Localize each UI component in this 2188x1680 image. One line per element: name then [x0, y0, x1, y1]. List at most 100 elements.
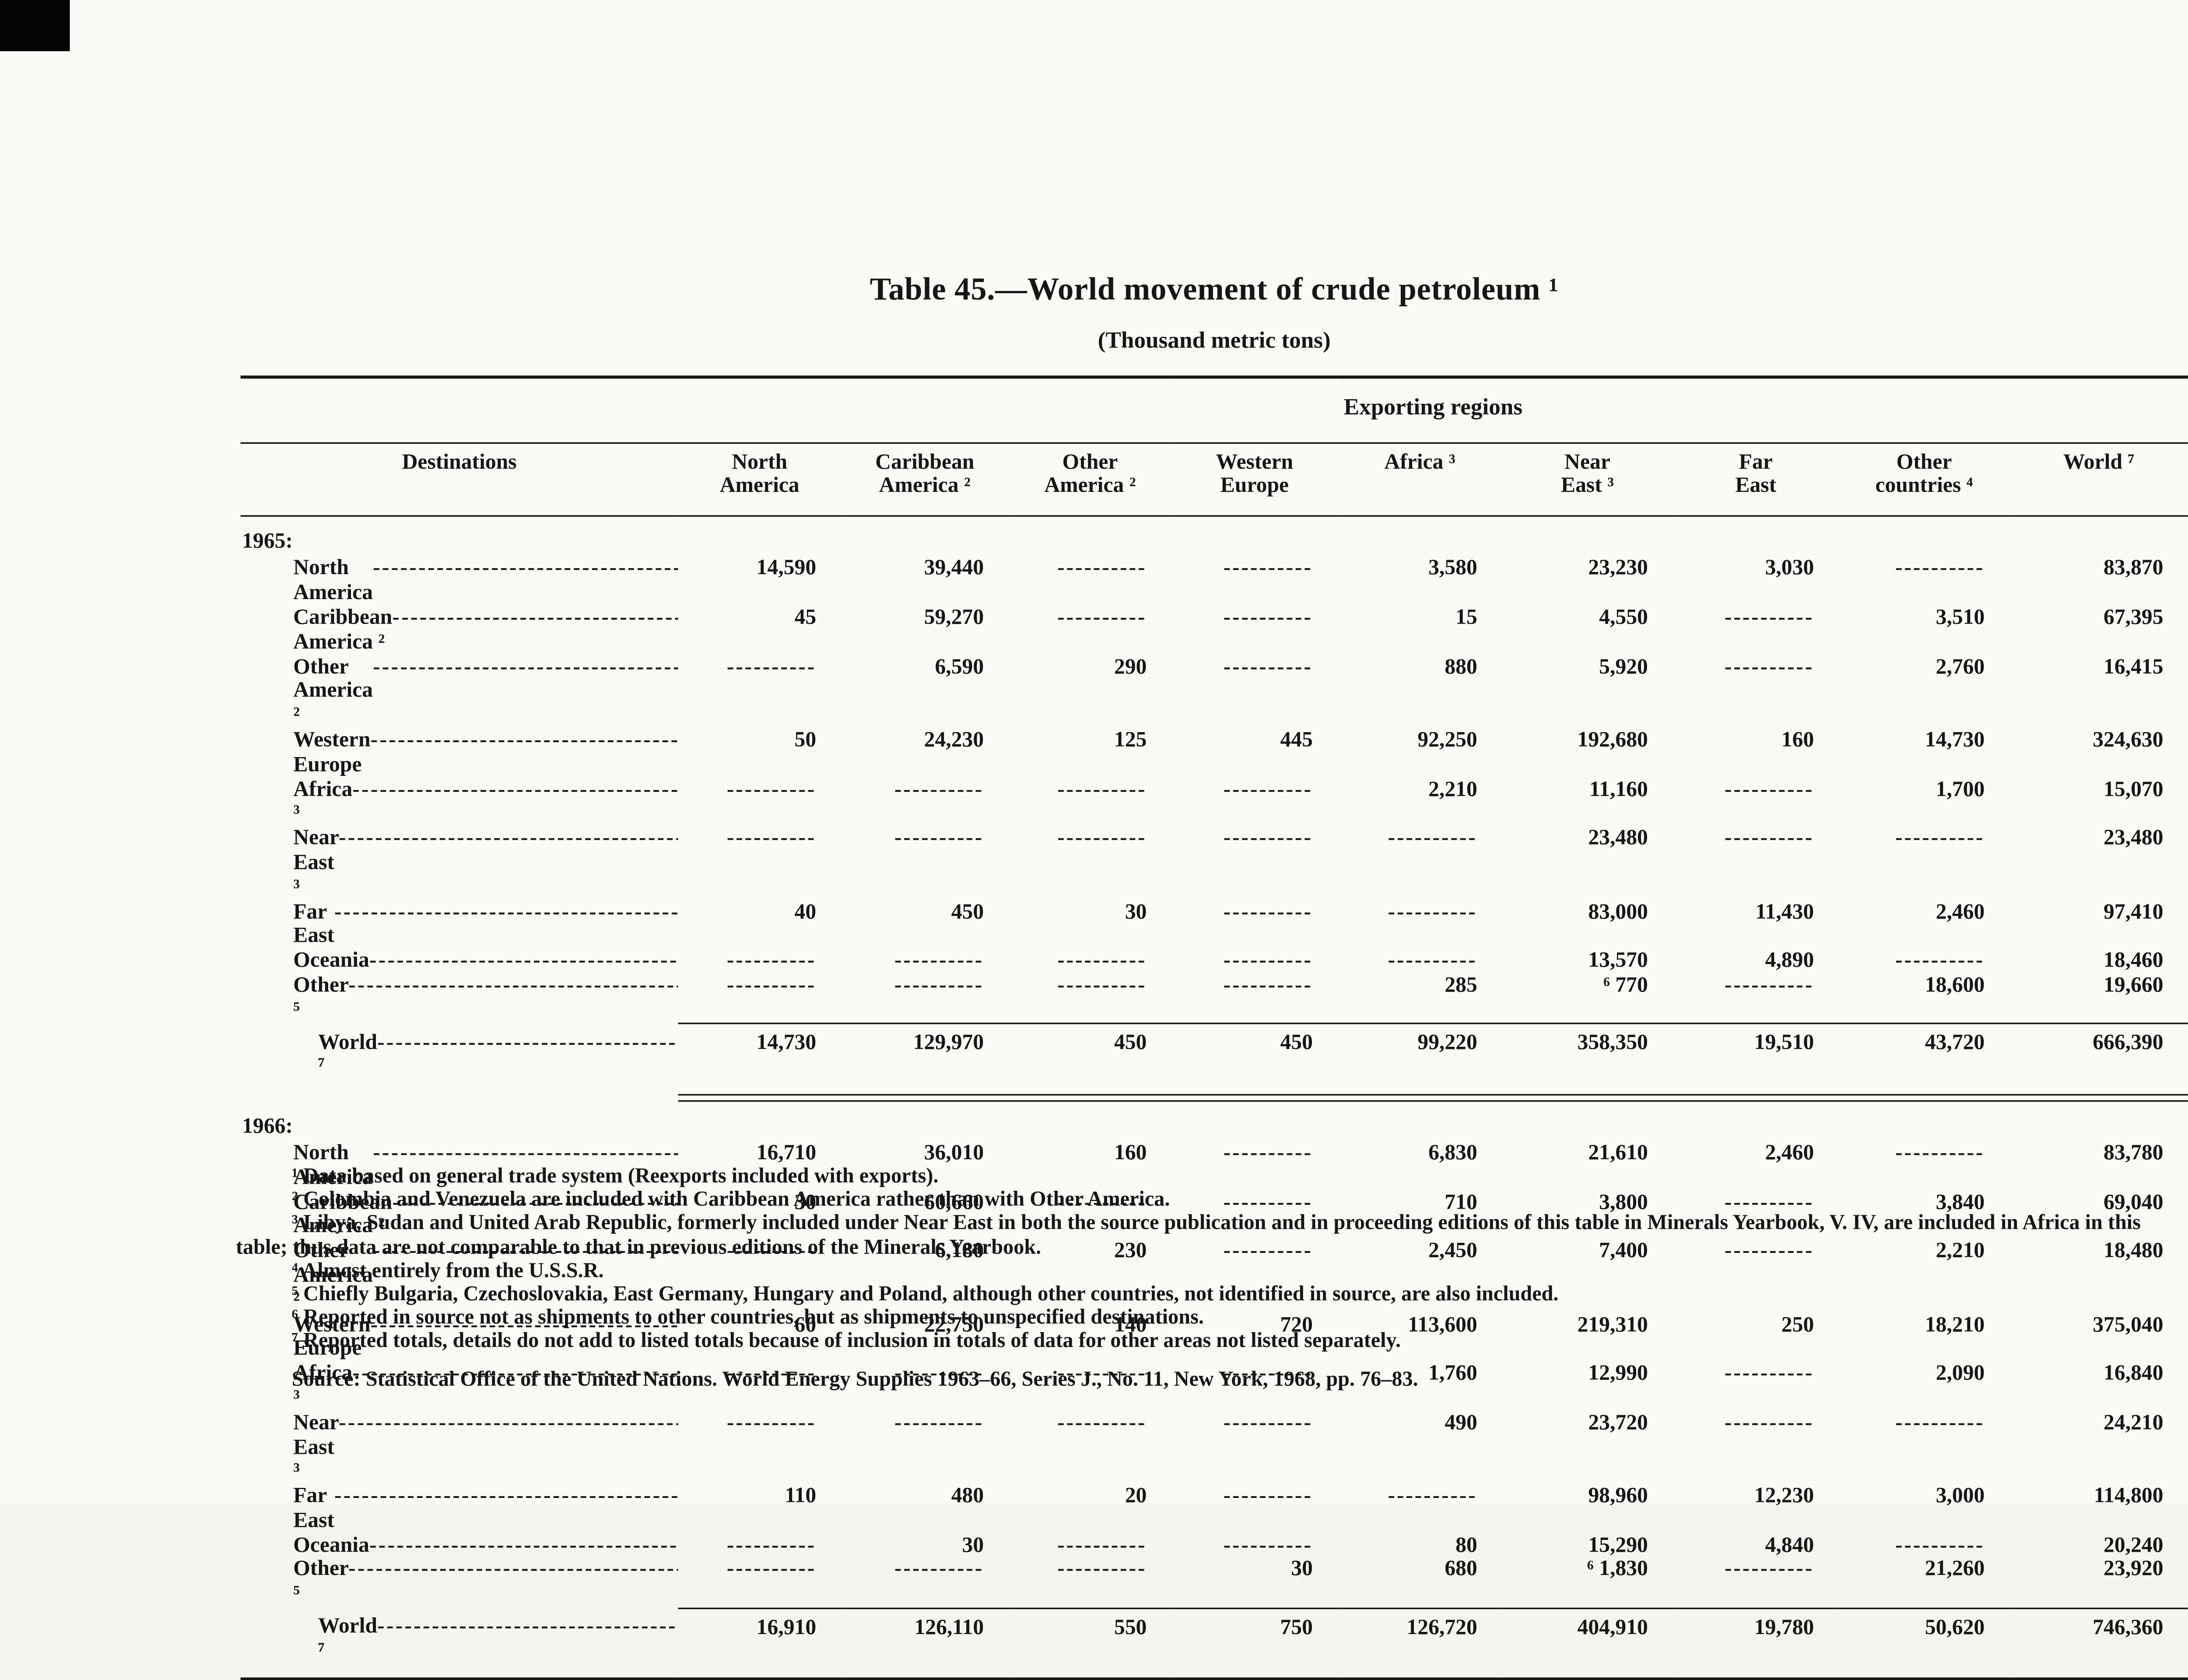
footnote: ⁶ Reported in source not as shipments to… [291, 1305, 1204, 1329]
no-data-dashes [894, 779, 984, 803]
scan-corner-artifact [0, 0, 70, 52]
no-data-cell [1338, 950, 1502, 975]
value-cell: 1,700 [1936, 778, 1985, 802]
value-cell: 30 [962, 1534, 984, 1558]
row-label-cell: North America [241, 558, 678, 607]
year-row: 1965: [241, 516, 2188, 558]
no-data-cell [678, 1534, 841, 1559]
no-data-dashes [1895, 950, 1985, 975]
no-data-cell [1009, 558, 1171, 607]
no-data-dashes [1895, 1142, 1985, 1167]
row-label: Oceania [293, 1534, 369, 1558]
exporting-regions-spanner: Exporting regions [678, 375, 2188, 444]
row-label-cell: Western Europe [241, 1314, 678, 1363]
value-cell: 16,415 [2104, 656, 2163, 679]
value-cell: 19,660 [2104, 974, 2163, 998]
no-data-dashes [1224, 828, 1313, 852]
footnote: ² Colombia and Venezuela are included wi… [291, 1187, 1170, 1211]
no-data-cell [841, 950, 1009, 975]
footnotes: ¹ Data based on general trade system (Re… [236, 1164, 2188, 1390]
row-label: Oceania [293, 950, 369, 973]
row-label-cell: World ⁷ [241, 1608, 678, 1679]
footnote: ⁷ Reported totals, details do not add to… [291, 1329, 1401, 1353]
crude-petroleum-table: Exporting regions Destinations North Ameri… [240, 375, 2188, 1680]
no-data-cell [1009, 1559, 1171, 1608]
table-row: Other ⁵ 30 680 ⁶ 1,830 21,260 23,920 [241, 1559, 2188, 1608]
value-cell: 40 [794, 901, 817, 924]
no-data-dashes [1224, 901, 1313, 926]
no-data-cell [841, 975, 1009, 1024]
no-data-dashes [1895, 1412, 1985, 1436]
row-label: Africa ³ [293, 1362, 353, 1410]
no-data-cell [678, 779, 841, 828]
no-data-dashes [1725, 607, 1814, 631]
no-data-dashes [1388, 950, 1477, 975]
dash-leader [334, 901, 678, 926]
row-label-cell: North America [241, 1142, 678, 1191]
value-cell: 710 [1445, 1191, 1477, 1214]
value-cell: 83,870 [2104, 558, 2163, 581]
value-cell: 680 [1445, 1558, 1477, 1582]
value-cell: 23,720 [1588, 1411, 1648, 1435]
no-data-dashes [727, 975, 816, 999]
value-cell: 230 [1114, 1240, 1147, 1263]
no-data-dashes [1057, 975, 1147, 999]
dash-leader [373, 558, 678, 582]
value-cell: 720 [1280, 1313, 1313, 1337]
no-data-cell [1338, 828, 1502, 901]
value-cell: 18,460 [2104, 950, 2163, 973]
table-row: Africa ³ 1,760 12,990 2,090 16,840 [241, 1363, 2188, 1412]
no-data-dashes [727, 828, 816, 852]
value-cell: 97,410 [2104, 901, 2163, 924]
dash-leader [377, 1031, 678, 1056]
value-cell: 404,910 [1502, 1607, 1673, 1679]
no-data-dashes [727, 656, 816, 680]
value-cell: 59,270 [924, 607, 984, 630]
no-data-dashes [1057, 828, 1147, 852]
no-data-cell [1009, 950, 1171, 975]
value-cell: 2,210 [1428, 778, 1477, 802]
dash-leader [339, 828, 678, 852]
bottom-rule [240, 1677, 2188, 1680]
value-cell: 2,090 [1936, 1362, 1985, 1386]
no-data-cell [1839, 558, 2009, 607]
table-row: Caribbean America ² 30 60,660 710 3,800 3,840… [241, 1191, 2188, 1240]
value-cell: 20 [1125, 1485, 1147, 1509]
no-data-cell [1171, 607, 1337, 656]
row-label-cell: Other America ² [241, 1240, 678, 1314]
value-cell: 3,800 [1599, 1191, 1648, 1214]
table-row: Near East ³ 23,480 23,480 [241, 828, 2188, 901]
value-cell: 24,210 [2104, 1411, 2163, 1435]
table-row: North America 14,590 39,440 3,580 23,230 3,03… [241, 558, 2188, 607]
no-data-cell [1338, 1485, 1502, 1534]
value-cell: 14,590 [756, 558, 817, 581]
value-cell: 4,890 [1765, 950, 1814, 973]
table-row: Other America ² 6,590 290 880 5,920 2,760 16,4… [241, 656, 2188, 730]
value-cell: 60,660 [924, 1191, 984, 1214]
no-data-dashes [1057, 779, 1147, 803]
value-cell: 18,480 [2104, 1240, 2163, 1263]
value-cell: 358,350 [1502, 1022, 1673, 1093]
value-cell: 3,510 [1936, 607, 1985, 630]
no-data-cell [1673, 975, 1839, 1024]
no-data-dashes [727, 1534, 816, 1559]
value-cell: 23,230 [1588, 558, 1648, 581]
no-data-dashes [1895, 1534, 1985, 1559]
value-cell: 18,600 [1925, 974, 1985, 998]
value-cell: 69,040 [2104, 1191, 2163, 1214]
row-label: Far East [293, 1485, 334, 1533]
no-data-dashes [1224, 1412, 1313, 1436]
no-data-cell [1839, 1534, 2009, 1559]
no-data-cell [1171, 1534, 1337, 1559]
table-subtitle: (Thousand metric tons) [1098, 329, 1331, 354]
no-data-cell [1673, 607, 1839, 656]
no-data-cell [678, 1412, 841, 1485]
value-cell: 16,910 [678, 1607, 841, 1679]
value-cell: 98,960 [1588, 1485, 1648, 1509]
column-header-row: Destinations North America Caribbean America… [240, 443, 2188, 518]
value-cell: 30 [1291, 1558, 1313, 1582]
row-label-cell: Near East ³ [241, 828, 678, 901]
value-cell: 1,760 [1428, 1362, 1477, 1386]
value-cell: 126,110 [841, 1607, 1009, 1679]
row-label-cell: Africa ³ [241, 1363, 678, 1412]
